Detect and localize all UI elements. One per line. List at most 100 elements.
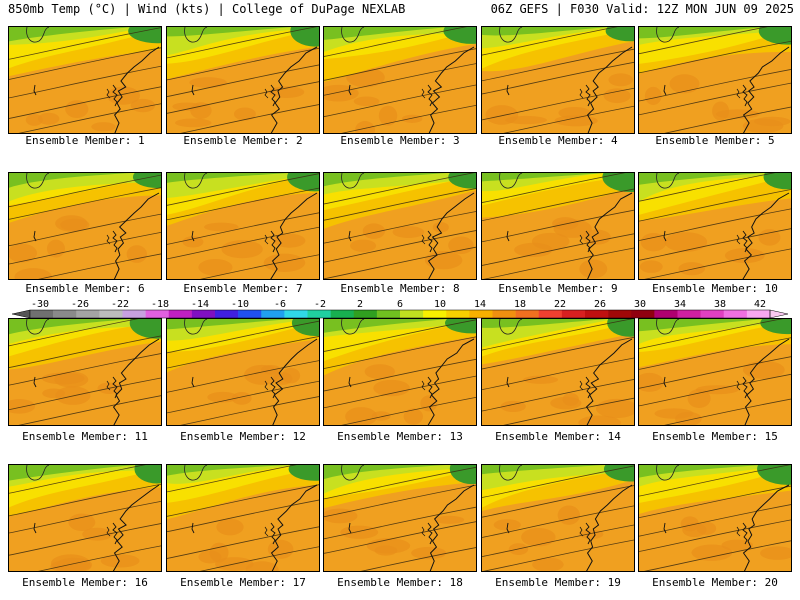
ensemble-member-label: Ensemble Member: 12 <box>180 430 306 443</box>
ensemble-member-map <box>8 464 162 572</box>
ensemble-member-map <box>481 318 635 426</box>
ensemble-member-map <box>166 172 320 280</box>
colorbar-tick-label: -6 <box>274 299 286 310</box>
temperature-map <box>167 27 319 133</box>
ensemble-member-map <box>638 318 792 426</box>
colorbar-swatch <box>400 310 424 318</box>
colorbar-tick-label: -22 <box>111 299 129 310</box>
ensemble-member-map <box>8 318 162 426</box>
colorbar-swatch <box>330 310 355 318</box>
ensemble-member-label: Ensemble Member: 8 <box>340 282 460 295</box>
temperature-map <box>639 465 791 571</box>
ensemble-member-map <box>481 464 635 572</box>
temperature-map <box>324 319 476 425</box>
colorbar-swatch <box>307 310 331 318</box>
ensemble-member-label: Ensemble Member: 20 <box>652 576 778 589</box>
ensemble-member-map <box>323 318 477 426</box>
temperature-map <box>167 319 319 425</box>
colorbar-tick-label: -10 <box>231 299 249 310</box>
colorbar-tick-label: -2 <box>314 299 326 310</box>
colorbar-swatch <box>261 310 285 318</box>
colorbar-swatch <box>168 310 193 318</box>
colorbar-swatch <box>585 310 609 318</box>
colorbar-swatch <box>423 310 447 318</box>
temperature-map <box>9 27 161 133</box>
colorbar-swatch <box>538 310 563 318</box>
ensemble-member-map <box>638 172 792 280</box>
colorbar-swatch <box>677 310 701 318</box>
temperature-map <box>324 173 476 279</box>
ensemble-member-label: Ensemble Member: 2 <box>183 134 303 147</box>
colorbar-swatch <box>238 310 262 318</box>
temperature-map <box>167 465 319 571</box>
ensemble-member-map <box>166 464 320 572</box>
colorbar-tick-label: 42 <box>754 299 766 310</box>
colorbar-tick-label: -14 <box>191 299 209 310</box>
ensemble-member-label: Ensemble Member: 11 <box>22 430 148 443</box>
ensemble-member-label: Ensemble Member: 14 <box>495 430 621 443</box>
colorbar-tick-label: -18 <box>151 299 169 310</box>
ensemble-member-label: Ensemble Member: 3 <box>340 134 460 147</box>
ensemble-member-label: Ensemble Member: 17 <box>180 576 306 589</box>
temperature-map <box>324 27 476 133</box>
colorbar-swatch <box>122 310 146 318</box>
ensemble-member-label: Ensemble Member: 4 <box>498 134 618 147</box>
ensemble-member-map <box>638 464 792 572</box>
ensemble-member-label: Ensemble Member: 16 <box>22 576 148 589</box>
colorbar-swatch <box>492 310 516 318</box>
colorbar-tick-label: 10 <box>434 299 446 310</box>
colorbar-swatch <box>284 310 308 318</box>
colorbar-swatch <box>723 310 748 318</box>
temperature-map <box>9 465 161 571</box>
ensemble-member-label: Ensemble Member: 9 <box>498 282 618 295</box>
map-title: 850mb Temp (°C) | Wind (kts) | College o… <box>8 2 406 16</box>
ensemble-member-label: Ensemble Member: 6 <box>25 282 145 295</box>
colorbar-swatch <box>215 310 239 318</box>
temperature-map <box>482 465 634 571</box>
colorbar-swatch <box>631 310 655 318</box>
temperature-map <box>639 173 791 279</box>
temperature-map <box>482 319 634 425</box>
colorbar-swatch <box>30 310 54 318</box>
colorbar-tick-label: 26 <box>594 299 606 310</box>
colorbar-tick-label: 18 <box>514 299 526 310</box>
colorbar-swatch <box>469 310 493 318</box>
ensemble-member-label: Ensemble Member: 1 <box>25 134 145 147</box>
ensemble-member-map <box>166 26 320 134</box>
temperature-map <box>9 319 161 425</box>
ensemble-member-map <box>638 26 792 134</box>
colorbar-swatch <box>99 310 123 318</box>
colorbar-tick-label: 34 <box>674 299 686 310</box>
ensemble-member-map <box>323 464 477 572</box>
colorbar-tick-label: 2 <box>357 299 363 310</box>
temperature-map <box>167 173 319 279</box>
temperature-map <box>324 465 476 571</box>
colorbar-swatch <box>145 310 170 318</box>
colorbar-tick-label: 30 <box>634 299 646 310</box>
temperature-map <box>639 319 791 425</box>
colorbar-tick-label: 38 <box>714 299 726 310</box>
colorbar-tick-label: -26 <box>71 299 89 310</box>
colorbar-swatch <box>76 310 100 318</box>
ensemble-member-map <box>8 172 162 280</box>
ensemble-member-label: Ensemble Member: 13 <box>337 430 463 443</box>
ensemble-member-label: Ensemble Member: 18 <box>337 576 463 589</box>
colorbar-swatch <box>746 310 771 318</box>
ensemble-member-map <box>323 26 477 134</box>
ensemble-member-map <box>166 318 320 426</box>
ensemble-member-label: Ensemble Member: 10 <box>652 282 778 295</box>
run-valid-time: 06Z GEFS | F030 Valid: 12Z MON JUN 09 20… <box>490 2 794 16</box>
ensemble-member-map <box>481 172 635 280</box>
colorbar-swatch <box>353 310 378 318</box>
colorbar-swatch <box>53 310 77 318</box>
colorbar-swatch <box>700 310 725 318</box>
ensemble-member-label: Ensemble Member: 15 <box>652 430 778 443</box>
colorbar-tick-label: 22 <box>554 299 566 310</box>
colorbar-swatch <box>446 310 470 318</box>
ensemble-member-label: Ensemble Member: 19 <box>495 576 621 589</box>
colorbar-swatch <box>654 310 678 318</box>
temperature-map <box>482 173 634 279</box>
ensemble-member-map <box>8 26 162 134</box>
colorbar-tick-label: -30 <box>31 299 49 310</box>
